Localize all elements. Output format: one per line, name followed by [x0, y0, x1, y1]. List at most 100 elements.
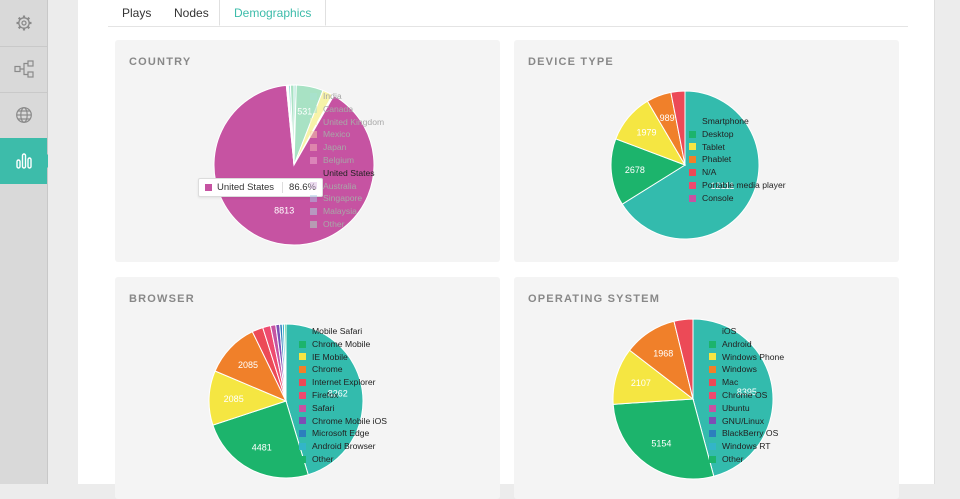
legend-swatch	[310, 131, 317, 139]
legend-item-console[interactable]: Console	[689, 192, 786, 205]
legend-label: Other	[722, 453, 744, 464]
tab-bar: Plays Nodes Demographics	[108, 0, 908, 27]
legend-label: iOS	[722, 326, 737, 336]
network-icon	[13, 60, 34, 78]
slice-value-label: 1979	[636, 128, 656, 138]
nav-analytics[interactable]	[0, 138, 54, 184]
pie-chart: 8395 5154 2107 1968	[612, 318, 774, 480]
panel-title: COUNTRY	[129, 56, 192, 68]
legend-item-windows-rt[interactable]: Windows RT	[709, 440, 784, 453]
legend-item-safari[interactable]: Safari	[299, 402, 387, 415]
legend-item-mac[interactable]: Mac	[709, 376, 784, 389]
legend-label: Chrome Mobile iOS	[312, 415, 387, 426]
legend-item-firefox[interactable]: Firefox	[299, 389, 387, 402]
legend-item-singapore[interactable]: Singapore	[310, 192, 384, 205]
legend-item-gnu-linux[interactable]: GNU/Linux	[709, 415, 784, 428]
chart-legend: India Canada United Kingdom Mexico Japan Belg…	[310, 90, 384, 231]
legend-item-smartphone[interactable]: Smartphone	[689, 115, 786, 128]
legend-label: Android	[722, 338, 752, 349]
legend-swatch	[299, 353, 306, 361]
legend-item-other[interactable]: Other	[709, 453, 784, 466]
legend-label: Smartphone	[702, 116, 749, 126]
chart-legend: Mobile Safari Chrome Mobile IE Mobile Chrom…	[299, 325, 387, 466]
legend-label: IE Mobile	[312, 351, 348, 362]
legend-item-ubuntu[interactable]: Ubuntu	[709, 402, 784, 415]
legend-item-australia[interactable]: Australia	[310, 180, 384, 193]
legend-swatch	[310, 92, 317, 100]
tab-plays[interactable]: Plays	[122, 6, 152, 20]
legend-swatch	[689, 194, 696, 202]
legend-item-other[interactable]: Other	[310, 218, 384, 231]
legend-item-other[interactable]: Other	[299, 453, 387, 466]
slice-mac[interactable]	[673, 318, 694, 400]
legend-item-ie-mobile[interactable]: IE Mobile	[299, 351, 387, 364]
legend-item-chrome[interactable]: Chrome	[299, 363, 387, 376]
legend-item-blackberry-os[interactable]: BlackBerry OS	[709, 427, 784, 440]
legend-swatch	[299, 379, 306, 387]
browser-panel: 8262 4481 2085 2085 BROWSER Mobile Safari Chr…	[115, 277, 500, 499]
legend-label: Desktop	[702, 128, 734, 139]
legend-item-mobile-safari[interactable]: Mobile Safari	[299, 325, 387, 338]
legend-swatch	[310, 118, 317, 126]
legend-item-united-states[interactable]: United States	[310, 167, 384, 180]
legend-item-android-browser[interactable]: Android Browser	[299, 440, 387, 453]
legend-item-canada[interactable]: Canada	[310, 103, 384, 116]
legend-swatch	[709, 404, 716, 412]
legend-label: Mexico	[323, 129, 351, 140]
legend-label: Mobile Safari	[312, 326, 363, 336]
legend-item-chrome-mobile[interactable]: Chrome Mobile	[299, 338, 387, 351]
legend-label: GNU/Linux	[722, 415, 765, 426]
panel-title: DEVICE TYPE	[528, 56, 614, 68]
pie-chart: 12111 2678 1979 989	[610, 90, 760, 240]
nav-geography[interactable]	[0, 92, 47, 139]
legend-item-android[interactable]: Android	[709, 338, 784, 351]
legend-label: Windows Phone	[722, 351, 785, 362]
legend-item-desktop[interactable]: Desktop	[689, 128, 786, 141]
slice-other[interactable]	[283, 323, 287, 402]
legend-item-malaysia[interactable]: Malaysia	[310, 205, 384, 218]
legend-item-ios[interactable]: iOS	[709, 325, 784, 338]
slice-desktop[interactable]	[610, 138, 687, 205]
legend-label: BlackBerry OS	[722, 428, 779, 439]
bar-chart-icon	[15, 153, 32, 169]
slice-chrome-mobile[interactable]	[212, 400, 309, 479]
slice-other[interactable]	[289, 84, 295, 166]
legend-item-n-a[interactable]: N/A	[689, 166, 786, 179]
legend-swatch	[310, 144, 317, 152]
nav-settings[interactable]	[0, 0, 47, 47]
slice-n-a[interactable]	[670, 90, 686, 166]
legend-item-windows-phone[interactable]: Windows Phone	[709, 351, 784, 364]
legend-item-united-kingdom[interactable]: United Kingdom	[310, 116, 384, 129]
legend-swatch	[310, 105, 317, 113]
legend-item-phablet[interactable]: Phablet	[689, 153, 786, 166]
legend-label: Tablet	[702, 141, 725, 152]
slice-value-label: 2085	[224, 394, 244, 404]
legend-label: Internet Explorer	[312, 377, 376, 388]
legend-item-chrome-os[interactable]: Chrome OS	[709, 389, 784, 402]
legend-item-india[interactable]: India	[310, 90, 384, 103]
slice-android[interactable]	[612, 398, 715, 480]
legend-swatch	[689, 130, 696, 138]
legend-swatch	[709, 430, 716, 438]
legend-swatch	[709, 353, 716, 361]
legend-item-internet-explorer[interactable]: Internet Explorer	[299, 376, 387, 389]
legend-item-microsoft-edge[interactable]: Microsoft Edge	[299, 427, 387, 440]
legend-swatch	[709, 340, 716, 348]
legend-item-tablet[interactable]: Tablet	[689, 141, 786, 154]
legend-item-belgium[interactable]: Belgium	[310, 154, 384, 167]
legend-label: Singapore	[323, 193, 363, 204]
nav-nodes[interactable]	[0, 46, 47, 93]
legend-item-mexico[interactable]: Mexico	[310, 128, 384, 141]
legend-item-japan[interactable]: Japan	[310, 141, 384, 154]
tooltip-swatch	[205, 183, 212, 191]
legend-item-windows[interactable]: Windows	[709, 363, 784, 376]
slice-smartphone[interactable]	[621, 90, 760, 240]
gear-icon	[16, 15, 31, 31]
legend-item-portable-media-player[interactable]: Portable media player	[689, 179, 786, 192]
pie-chart: 531 8813	[213, 84, 375, 246]
tab-nodes[interactable]: Nodes	[174, 6, 209, 20]
legend-item-chrome-mobile-ios[interactable]: Chrome Mobile iOS	[299, 415, 387, 428]
legend-swatch	[689, 117, 696, 125]
slice-united-states[interactable]	[213, 84, 375, 246]
tab-demographics[interactable]: Demographics	[219, 0, 327, 26]
